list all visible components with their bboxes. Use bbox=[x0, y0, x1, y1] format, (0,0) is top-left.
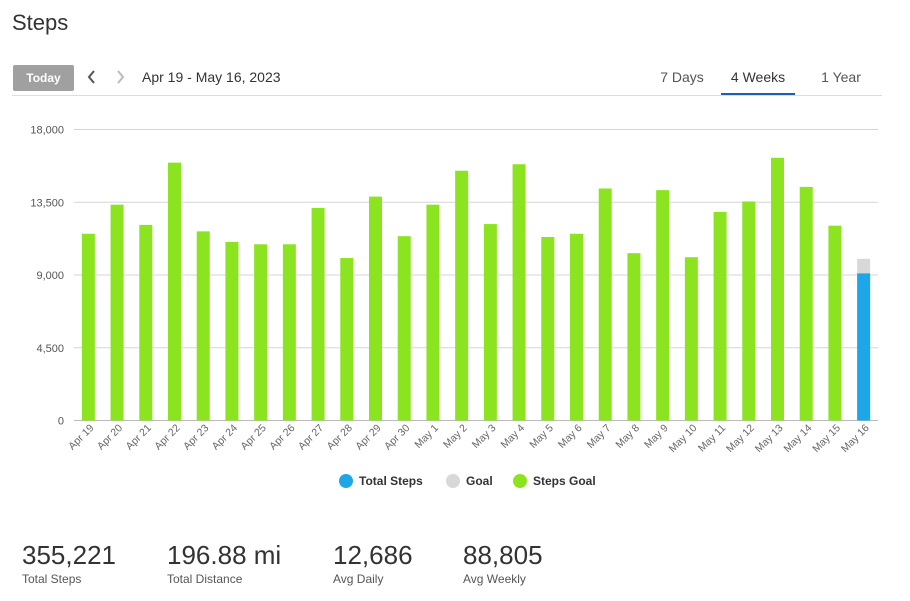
steps-goal-bar bbox=[282, 244, 296, 421]
x-tick-label: Apr 28 bbox=[325, 422, 355, 452]
steps-goal-bar bbox=[168, 162, 181, 421]
chevron-right-icon bbox=[117, 70, 125, 84]
steps-goal-bar bbox=[799, 186, 813, 421]
x-tick-label: Apr 21 bbox=[124, 422, 154, 452]
y-tick-label: 18,000 bbox=[30, 125, 64, 137]
steps-goal-bar bbox=[742, 201, 756, 421]
steps-goal-bar bbox=[627, 253, 641, 421]
toolbar: Today Apr 19 - May 16, 2023 7 Days 4 Wee… bbox=[12, 63, 882, 96]
steps-goal-bar bbox=[369, 196, 382, 421]
steps-goal-bar bbox=[340, 258, 354, 421]
x-tick-label: Apr 25 bbox=[238, 422, 268, 452]
x-tick-label: May 16 bbox=[839, 422, 872, 455]
legend-steps-goal[interactable]: Steps Goal bbox=[513, 473, 596, 489]
x-tick-label: May 2 bbox=[441, 422, 470, 451]
stat-value: 355,221 bbox=[22, 540, 116, 570]
steps-goal-bar bbox=[397, 236, 411, 421]
steps-goal-bar bbox=[455, 170, 469, 421]
stat-avg-daily: 12,686 Avg Daily bbox=[333, 540, 413, 586]
tab-7-days[interactable]: 7 Days bbox=[660, 69, 704, 85]
stat-label: Avg Daily bbox=[333, 572, 384, 586]
x-tick-label: May 11 bbox=[696, 422, 728, 454]
y-tick-label: 0 bbox=[58, 416, 64, 428]
steps-goal-bar bbox=[541, 237, 555, 421]
y-tick-label: 13,500 bbox=[30, 197, 64, 209]
steps-goal-bar bbox=[512, 164, 526, 421]
x-tick-label: May 14 bbox=[781, 422, 814, 455]
x-tick-label: May 5 bbox=[527, 422, 556, 451]
chevron-left-icon bbox=[87, 70, 95, 84]
legend-label-goal: Goal bbox=[466, 474, 493, 488]
legend-swatch-total-steps bbox=[339, 474, 353, 488]
legend-goal[interactable]: Goal bbox=[446, 473, 493, 489]
today-button[interactable]: Today bbox=[13, 65, 74, 91]
x-tick-label: May 1 bbox=[412, 422, 441, 451]
total-steps-bar bbox=[857, 273, 871, 421]
steps-goal-bar bbox=[771, 157, 784, 421]
tab-1-year[interactable]: 1 Year bbox=[821, 69, 861, 85]
legend-label-total-steps: Total Steps bbox=[359, 474, 423, 488]
stat-total-steps: 355,221 Total Steps bbox=[22, 540, 116, 586]
steps-goal-bar bbox=[196, 231, 210, 421]
x-tick-label: May 15 bbox=[810, 422, 843, 455]
legend-label-steps-goal: Steps Goal bbox=[533, 474, 596, 488]
x-tick-label: May 3 bbox=[470, 422, 499, 451]
x-tick-label: May 13 bbox=[753, 422, 786, 455]
range-tabs: 7 Days 4 Weeks 1 Year bbox=[660, 63, 882, 95]
previous-button[interactable] bbox=[82, 65, 102, 89]
x-tick-label: May 6 bbox=[556, 422, 585, 451]
legend-total-steps[interactable]: Total Steps bbox=[339, 473, 423, 489]
steps-goal-bar bbox=[656, 190, 670, 421]
steps-goal-bar bbox=[426, 204, 440, 421]
steps-goal-bar bbox=[311, 207, 325, 421]
x-tick-label: Apr 20 bbox=[95, 422, 125, 452]
steps-goal-bar bbox=[225, 241, 239, 421]
stat-total-distance: 196.88 mi Total Distance bbox=[167, 540, 281, 586]
steps-goal-bar bbox=[139, 224, 153, 421]
steps-goal-bar bbox=[828, 225, 842, 421]
steps-goal-bar bbox=[254, 244, 268, 421]
x-tick-label: Apr 29 bbox=[353, 422, 383, 452]
steps-goal-bar bbox=[81, 233, 95, 421]
x-tick-label: Apr 19 bbox=[66, 422, 96, 452]
x-tick-label: May 8 bbox=[613, 422, 642, 451]
stat-label: Total Steps bbox=[22, 572, 82, 586]
y-tick-label: 9,000 bbox=[36, 270, 64, 282]
stat-label: Total Distance bbox=[167, 572, 243, 586]
tab-4-weeks[interactable]: 4 Weeks bbox=[721, 63, 795, 95]
x-tick-label: May 10 bbox=[667, 422, 700, 455]
x-tick-label: May 4 bbox=[498, 422, 527, 451]
legend-swatch-goal bbox=[446, 474, 460, 488]
x-tick-label: Apr 22 bbox=[152, 422, 182, 452]
x-tick-label: May 7 bbox=[585, 422, 614, 451]
steps-goal-bar bbox=[684, 257, 698, 421]
x-tick-label: Apr 23 bbox=[181, 422, 211, 452]
steps-goal-bar bbox=[598, 188, 612, 421]
steps-goal-bar bbox=[570, 233, 583, 421]
stat-value: 88,805 bbox=[463, 540, 543, 570]
steps-goal-bar bbox=[713, 211, 727, 421]
chart-legend: Total Steps Goal Steps Goal bbox=[0, 473, 910, 491]
x-tick-label: Apr 27 bbox=[296, 422, 326, 452]
stat-avg-weekly: 88,805 Avg Weekly bbox=[463, 540, 543, 586]
steps-goal-bar bbox=[110, 204, 124, 421]
x-tick-label: Apr 24 bbox=[210, 422, 240, 452]
stat-value: 12,686 bbox=[333, 540, 413, 570]
y-tick-label: 4,500 bbox=[36, 343, 64, 355]
x-tick-label: May 12 bbox=[724, 422, 757, 455]
stat-value: 196.88 mi bbox=[167, 540, 282, 570]
stat-label: Avg Weekly bbox=[463, 572, 526, 586]
x-tick-label: Apr 30 bbox=[382, 422, 412, 452]
steps-goal-bar bbox=[483, 224, 497, 421]
page-title: Steps bbox=[12, 10, 69, 35]
next-button[interactable] bbox=[110, 65, 130, 89]
date-range: Apr 19 - May 16, 2023 bbox=[142, 69, 281, 85]
x-tick-label: Apr 26 bbox=[267, 422, 297, 452]
legend-swatch-steps-goal bbox=[513, 474, 527, 488]
